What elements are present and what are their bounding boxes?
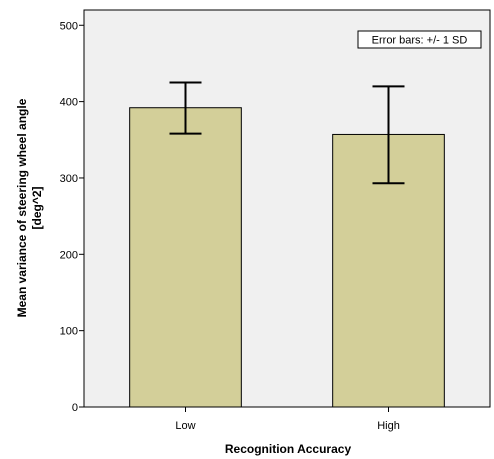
y-tick-label: 400 — [60, 97, 78, 109]
annotation-box: Error bars: +/- 1 SD — [357, 30, 482, 49]
y-axis-title: Mean variance of steering wheel angle — [15, 98, 29, 317]
y-axis-unit: [deg^2] — [30, 186, 44, 229]
y-tick-label: 200 — [60, 249, 78, 261]
y-tick-label: 500 — [60, 20, 78, 32]
x-tick-label-low: Low — [175, 420, 195, 432]
y-tick-label: 300 — [60, 173, 78, 185]
x-tick-label-high: High — [377, 420, 400, 432]
y-tick-label: 0 — [72, 402, 78, 414]
annotation-text: Error bars: +/- 1 SD — [372, 35, 468, 47]
error-bars-group — [169, 81, 405, 185]
y-axis-ticks: 0 100 200 300 400 500 — [60, 20, 84, 414]
y-tick-label: 100 — [60, 326, 78, 338]
bars-group — [129, 107, 445, 408]
x-axis-title: Recognition Accuracy — [225, 442, 352, 456]
bar-low — [129, 107, 242, 408]
x-axis-ticks: Low High — [175, 407, 400, 432]
